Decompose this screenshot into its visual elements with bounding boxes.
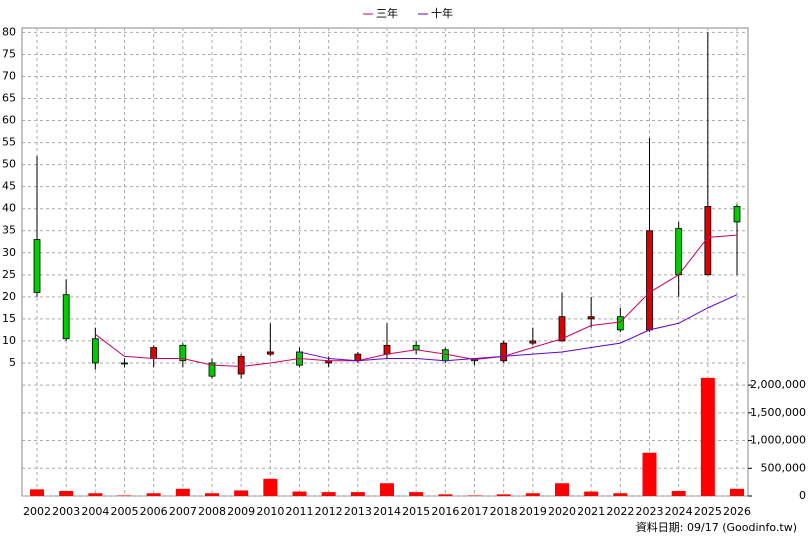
volume-bar xyxy=(642,452,657,496)
volume-bar xyxy=(496,494,511,496)
x-tick-label: 2009 xyxy=(227,505,255,518)
y2-tick-label: 1,500,000 xyxy=(750,406,806,419)
candle-body xyxy=(675,228,683,276)
candle-body xyxy=(646,230,653,331)
legend-label: 三年 xyxy=(376,6,398,20)
y-tick-label: 25 xyxy=(2,268,16,281)
x-tick-label: 2008 xyxy=(198,505,226,518)
volume-bar xyxy=(671,491,686,496)
y-tick-label: 75 xyxy=(2,47,16,60)
x-tick-label: 2023 xyxy=(636,505,664,518)
candle-body xyxy=(733,206,741,223)
x-tick-label: 2019 xyxy=(519,505,547,518)
x-tick-label: 2007 xyxy=(169,505,197,518)
legend-label: 十年 xyxy=(431,6,453,20)
x-tick-label: 2006 xyxy=(140,505,168,518)
x-tick-label: 2026 xyxy=(723,505,751,518)
x-tick-label: 2010 xyxy=(256,505,284,518)
volume-bar xyxy=(321,492,336,496)
x-tick-label: 2024 xyxy=(665,505,693,518)
candle-body xyxy=(179,344,187,362)
y2-tick-label: 2,000,000 xyxy=(750,378,806,391)
volume-bar xyxy=(613,493,628,496)
x-tick-label: 2016 xyxy=(431,505,459,518)
x-tick-label: 2020 xyxy=(548,505,576,518)
volume-bar xyxy=(700,377,715,496)
volume-bar xyxy=(30,489,44,496)
volume-bar xyxy=(234,490,249,496)
candle-body xyxy=(616,316,624,331)
y-tick-label: 45 xyxy=(2,180,16,193)
x-tick-label: 2015 xyxy=(402,505,430,518)
volume-bar xyxy=(409,492,424,496)
volume-bar xyxy=(555,483,569,496)
footer: 資料日期: 09/17 (Goodinfo.tw) xyxy=(636,520,797,534)
candle-body xyxy=(121,362,128,365)
y-tick-label: 60 xyxy=(2,114,16,127)
y2-tick-label: 0 xyxy=(799,489,806,502)
volume-bar xyxy=(146,493,161,496)
volume-bar xyxy=(117,495,132,496)
candle-body xyxy=(558,316,566,342)
volume-bar xyxy=(263,478,278,496)
x-tick-label: 2022 xyxy=(606,505,634,518)
x-tick-label: 2025 xyxy=(694,505,722,518)
candle-body xyxy=(441,349,449,362)
volume-bar xyxy=(175,488,190,496)
x-tick-label: 2005 xyxy=(111,505,139,518)
volume-bar xyxy=(467,495,482,496)
candle-body xyxy=(383,344,391,355)
x-tick-label: 2011 xyxy=(286,505,314,518)
volume-bar xyxy=(59,491,74,496)
y-tick-label: 30 xyxy=(2,246,16,259)
candle-body xyxy=(62,294,70,340)
candle-body xyxy=(500,342,508,362)
candle-body xyxy=(266,351,274,355)
candle-body xyxy=(529,340,537,344)
y-tick-label: 70 xyxy=(2,69,16,82)
x-tick-label: 2014 xyxy=(373,505,401,518)
x-tick-label: 2012 xyxy=(315,505,343,518)
candle-body xyxy=(208,362,216,377)
y-tick-label: 35 xyxy=(2,224,16,237)
y-tick-label: 65 xyxy=(2,92,16,105)
ma-line xyxy=(299,294,738,362)
x-tick-label: 2018 xyxy=(490,505,518,518)
y-tick-label: 10 xyxy=(2,334,16,347)
volume-bar xyxy=(584,491,599,496)
y2-tick-label: 500,000 xyxy=(761,461,807,474)
volume-bar xyxy=(525,493,540,496)
candle-body xyxy=(354,353,362,362)
candle-body xyxy=(237,355,245,375)
y-tick-label: 80 xyxy=(2,25,16,38)
volume-bar xyxy=(88,493,103,496)
volume-bar xyxy=(380,483,394,496)
candle-body xyxy=(33,239,41,293)
y-tick-label: 5 xyxy=(9,356,16,369)
x-tick-label: 2013 xyxy=(344,505,372,518)
y-tick-label: 40 xyxy=(2,202,16,215)
y-tick-label: 50 xyxy=(2,158,16,171)
x-tick-label: 2021 xyxy=(577,505,605,518)
y-tick-label: 20 xyxy=(2,290,16,303)
ma-line xyxy=(95,234,738,367)
candle-body xyxy=(91,338,99,364)
x-tick-label: 2003 xyxy=(52,505,80,518)
y2-tick-label: 1,000,000 xyxy=(750,434,806,447)
volume-bar xyxy=(205,493,219,496)
volume-bar xyxy=(292,491,307,496)
candle-body xyxy=(150,347,158,359)
volume-bar xyxy=(438,494,453,496)
y-tick-label: 55 xyxy=(2,136,16,149)
volume-bar xyxy=(350,492,365,496)
x-tick-label: 2002 xyxy=(23,505,51,518)
y-tick-label: 15 xyxy=(2,312,16,325)
x-tick-label: 2017 xyxy=(461,505,489,518)
volume-bar xyxy=(730,488,744,496)
candle-body xyxy=(412,344,420,351)
x-tick-label: 2004 xyxy=(81,505,109,518)
candle-body xyxy=(587,316,595,320)
